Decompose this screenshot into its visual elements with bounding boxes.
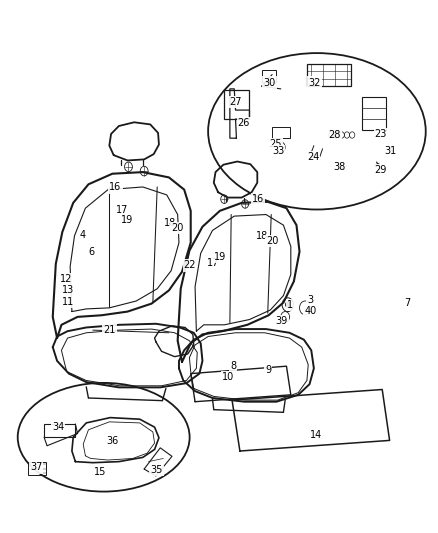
Text: 18: 18: [164, 218, 176, 228]
Text: 36: 36: [107, 436, 119, 446]
Text: 11: 11: [62, 297, 74, 307]
Text: 32: 32: [308, 77, 321, 87]
Text: 24: 24: [307, 152, 319, 161]
Text: 10: 10: [223, 373, 235, 382]
Text: 40: 40: [304, 305, 317, 316]
Text: 34: 34: [52, 422, 64, 432]
Text: 20: 20: [171, 223, 184, 233]
Text: 22: 22: [184, 261, 196, 270]
Text: 7: 7: [404, 297, 410, 308]
Text: 16: 16: [110, 182, 121, 192]
Text: 8: 8: [230, 361, 237, 371]
Text: 35: 35: [150, 465, 162, 474]
Text: 33: 33: [272, 147, 284, 157]
Text: 13: 13: [62, 285, 74, 295]
Text: 26: 26: [238, 118, 250, 128]
Text: 19: 19: [120, 215, 133, 225]
Text: 37: 37: [30, 463, 42, 472]
Text: 18: 18: [255, 231, 268, 241]
Text: 19: 19: [214, 252, 226, 262]
Text: 6: 6: [89, 247, 95, 257]
Text: 31: 31: [384, 146, 396, 156]
Text: 30: 30: [263, 77, 276, 87]
Text: 20: 20: [266, 236, 278, 246]
Text: 4: 4: [80, 230, 86, 240]
Text: 15: 15: [95, 467, 107, 477]
Text: 27: 27: [229, 96, 241, 107]
Text: 14: 14: [311, 430, 323, 440]
Text: 25: 25: [269, 139, 282, 149]
Text: 16: 16: [251, 194, 264, 204]
Text: 3: 3: [307, 295, 314, 305]
Text: 29: 29: [374, 165, 386, 175]
Text: 9: 9: [265, 365, 271, 375]
Text: 12: 12: [60, 274, 72, 284]
Text: 23: 23: [375, 129, 387, 139]
Text: 28: 28: [328, 130, 341, 140]
Circle shape: [286, 302, 290, 308]
Text: 17: 17: [207, 258, 219, 268]
Text: 39: 39: [276, 316, 288, 326]
Text: 17: 17: [116, 205, 129, 215]
Text: 21: 21: [103, 325, 116, 335]
Text: 38: 38: [333, 163, 345, 172]
Text: 1: 1: [287, 300, 293, 310]
